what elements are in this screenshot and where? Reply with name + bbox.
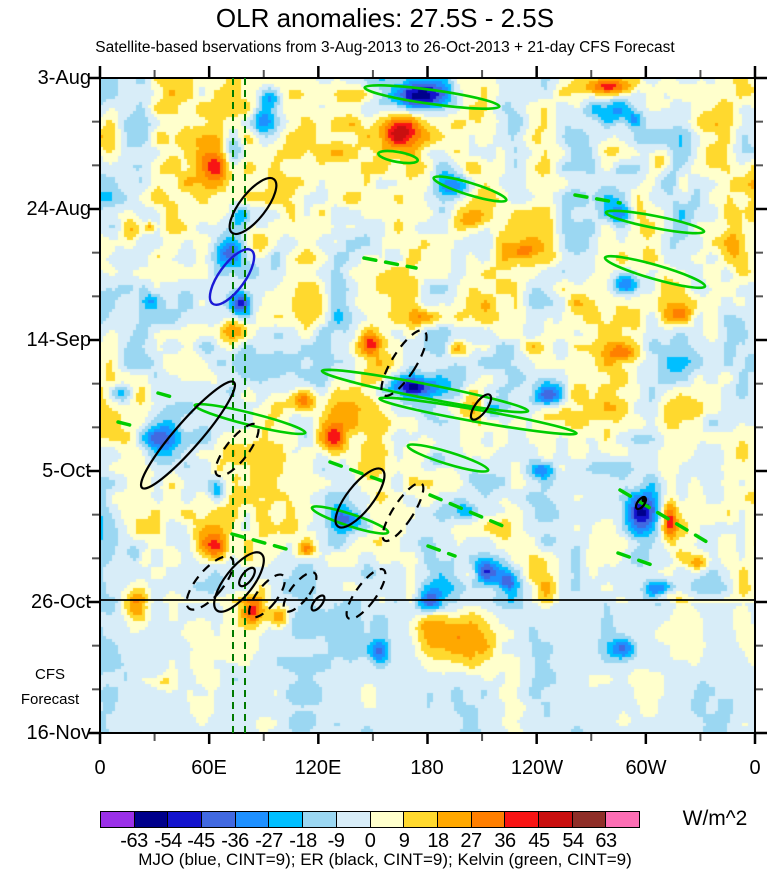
- colorbar-tick-label: 27: [460, 830, 482, 852]
- cfs-forecast-label-line1: CFS: [35, 666, 65, 683]
- colorbar-tick-label: -45: [187, 830, 215, 852]
- wave-contour-legend: MJO (blue, CINT=9); ER (black, CINT=9); …: [138, 850, 632, 869]
- colorbar-tick-label: -54: [154, 830, 182, 852]
- colorbar-tick-label: -63: [120, 830, 148, 852]
- subtitle: Satellite-based bservations from 3-Aug-2…: [95, 39, 675, 56]
- colorbar-tick-label: -27: [255, 830, 283, 852]
- x-tick-label: 120E: [294, 757, 342, 779]
- x-tick-label: 180: [410, 757, 444, 779]
- y-tick-label: 24-Aug: [26, 198, 92, 220]
- page-title: OLR anomalies: 27.5S - 2.5S: [215, 3, 555, 33]
- colorbar-cell: [404, 812, 438, 827]
- colorbar-tick-label: 0: [364, 830, 376, 852]
- olr-anomaly-field: [100, 78, 755, 733]
- colorbar-tick-label: 9: [398, 830, 410, 852]
- colorbar-cell: [235, 812, 270, 827]
- colorbar-cell: [101, 812, 135, 827]
- colorbar: [100, 811, 640, 828]
- y-tick-label: 14-Sep: [26, 329, 92, 351]
- colorbar-cell: [303, 812, 337, 827]
- colorbar-tick-label: -36: [221, 830, 249, 852]
- colorbar-tick-label: -18: [289, 830, 317, 852]
- colorbar-cell: [437, 812, 472, 827]
- x-tick-label: 60E: [191, 757, 227, 779]
- colorbar-tick-label: 54: [562, 830, 584, 852]
- colorbar-tick-label: 36: [494, 830, 516, 852]
- colorbar-cell: [572, 812, 607, 827]
- cfs-forecast-label-line2: Forecast: [20, 691, 80, 708]
- colorbar-cell: [505, 812, 539, 827]
- colorbar-cell: [134, 812, 169, 827]
- colorbar-tick-label: 63: [595, 830, 617, 852]
- y-tick-label: 16-Nov: [26, 722, 91, 744]
- colorbar-cell: [168, 812, 203, 827]
- y-tick-label: 5-Oct: [42, 460, 91, 482]
- colorbar-cell: [538, 812, 573, 827]
- colorbar-tick-label: -9: [327, 830, 345, 852]
- x-tick-label: 0: [94, 757, 106, 779]
- colorbar-cell: [336, 812, 371, 827]
- y-tick-label: 26-Oct: [30, 591, 91, 613]
- colorbar-cell: [606, 812, 639, 827]
- colorbar-cell: [370, 812, 405, 827]
- x-tick-label: 60W: [625, 757, 667, 779]
- colorbar-cell: [202, 812, 236, 827]
- x-tick-label: 120W: [510, 757, 564, 779]
- y-tick-label: 3-Aug: [37, 67, 91, 89]
- colorbar-tick-label: 18: [427, 830, 449, 852]
- x-tick-label: 0: [749, 757, 761, 779]
- colorbar-cell: [471, 812, 506, 827]
- colorbar-cell: [269, 812, 304, 827]
- colorbar-units-label: W/m^2: [682, 807, 748, 830]
- colorbar-tick-label: 45: [528, 830, 550, 852]
